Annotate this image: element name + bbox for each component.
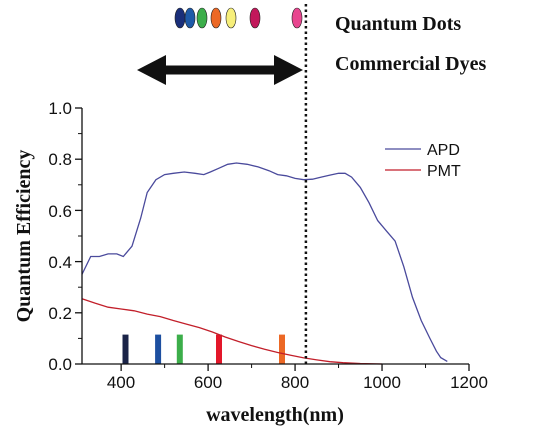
quantum-dot-swatch-5	[225, 7, 237, 29]
x-tick-label: 1000	[363, 373, 401, 392]
x-tick-label: 800	[281, 373, 309, 392]
arrow-head-left	[137, 55, 166, 85]
quantum-dot-swatch-2	[184, 7, 196, 29]
y-tick-label: 0.4	[48, 253, 72, 272]
dye-marker-bar	[216, 334, 222, 364]
dye-marker-bar	[155, 334, 162, 364]
x-tick-label: 600	[194, 373, 222, 392]
axes	[75, 107, 470, 371]
legend-label-apd: APD	[427, 142, 460, 159]
y-ticks	[75, 107, 82, 365]
quantum-dot-swatch-6	[249, 7, 261, 29]
arrow-head-right	[274, 55, 303, 85]
apd-series-line	[81, 162, 448, 362]
dye-markers	[122, 334, 285, 364]
y-minor-ticks	[78, 133, 82, 339]
quantum-dots-label: Quantum Dots	[335, 13, 461, 35]
y-tick-label: 0.8	[48, 150, 72, 169]
x-tick-label: 400	[107, 373, 135, 392]
wavelength-range-arrow	[137, 55, 303, 85]
y-tick-label: 0.6	[48, 202, 72, 221]
x-tick-labels: 400 600 800 1000 1200	[107, 373, 488, 392]
dye-marker-bar	[122, 334, 129, 364]
y-tick-label: 0.0	[48, 355, 72, 374]
quantum-dot-swatches	[174, 7, 303, 29]
plot-area	[81, 4, 448, 365]
pmt-series-line	[81, 298, 383, 365]
y-tick-label: 1.0	[48, 99, 72, 118]
legend-label-pmt: PMT	[427, 163, 461, 180]
quantum-dot-swatch-3	[196, 7, 208, 29]
dye-marker-bar	[176, 334, 183, 364]
commercial-dyes-label: Commercial Dyes	[335, 53, 486, 75]
y-tick-labels: 0.0 0.2 0.4 0.6 0.8 1.0	[48, 99, 72, 374]
y-tick-label: 0.2	[48, 304, 72, 323]
legend: APD PMT	[385, 142, 461, 180]
quantum-dot-swatch-4	[210, 7, 222, 29]
x-minor-ticks	[164, 364, 427, 368]
quantum-dot-swatch-1	[174, 7, 186, 29]
quantum-dot-swatch-7	[291, 7, 303, 29]
x-tick-label: 1200	[450, 373, 488, 392]
x-axis-title: wavelength(nm)	[206, 404, 344, 426]
x-ticks	[120, 364, 470, 371]
dye-marker-bar	[279, 334, 285, 364]
y-axis-title: Quantum Efficiency	[13, 150, 35, 323]
